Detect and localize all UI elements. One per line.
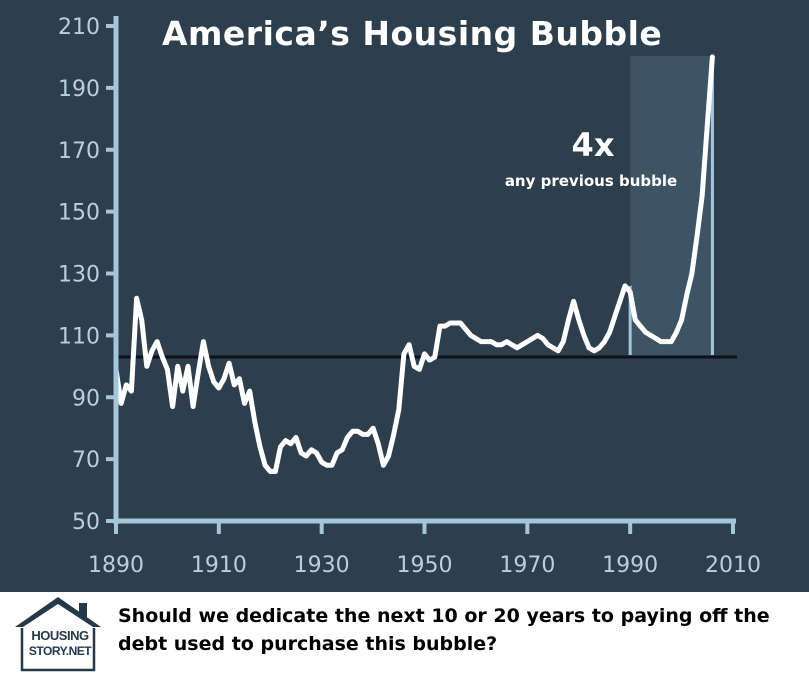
x-ticks: 1890 1910 1930 1950 1970 1990 2010 bbox=[88, 521, 761, 578]
chart-title: America’s Housing Bubble bbox=[162, 14, 663, 53]
x-tick-label: 1890 bbox=[88, 553, 144, 578]
x-tick-label: 1970 bbox=[499, 553, 555, 578]
y-tick-label: 130 bbox=[58, 263, 100, 288]
y-tick-label: 150 bbox=[58, 201, 100, 226]
chart-area: 50 70 90 110 130 150 170 190 210 1890 1910 1930 195… bbox=[0, 0, 809, 592]
x-tick-label: 1910 bbox=[191, 553, 247, 578]
series-line bbox=[113, 54, 715, 474]
y-tick-label: 170 bbox=[58, 139, 100, 164]
house-logo-icon bbox=[15, 597, 101, 672]
y-tick-label: 50 bbox=[72, 510, 100, 535]
y-tick-label: 190 bbox=[58, 77, 100, 102]
x-tick-label: 1930 bbox=[294, 553, 350, 578]
footer: HOUSING STORY.NET Should we dedicate the… bbox=[0, 592, 809, 674]
multiplier-annotation: 4x bbox=[571, 126, 615, 164]
y-tick-label: 110 bbox=[58, 324, 100, 349]
x-tick-label: 2010 bbox=[705, 553, 761, 578]
y-tick-label: 90 bbox=[72, 386, 100, 411]
y-ticks: 50 70 90 110 130 150 170 190 210 bbox=[58, 15, 116, 535]
y-tick-label: 210 bbox=[58, 15, 100, 40]
housingstory-logo[interactable]: HOUSING STORY.NET bbox=[12, 594, 104, 672]
multiplier-caption: any previous bubble bbox=[504, 172, 678, 190]
line-chart: 50 70 90 110 130 150 170 190 210 1890 1910 1930 195… bbox=[58, 15, 761, 578]
footer-question: Should we dedicate the next 10 or 20 yea… bbox=[118, 605, 770, 655]
logo-text-housing: HOUSING bbox=[31, 628, 89, 643]
y-tick-label: 70 bbox=[72, 448, 100, 473]
x-tick-label: 1990 bbox=[602, 553, 658, 578]
logo-text-storynet: STORY.NET bbox=[28, 644, 92, 658]
x-tick-label: 1950 bbox=[397, 553, 453, 578]
